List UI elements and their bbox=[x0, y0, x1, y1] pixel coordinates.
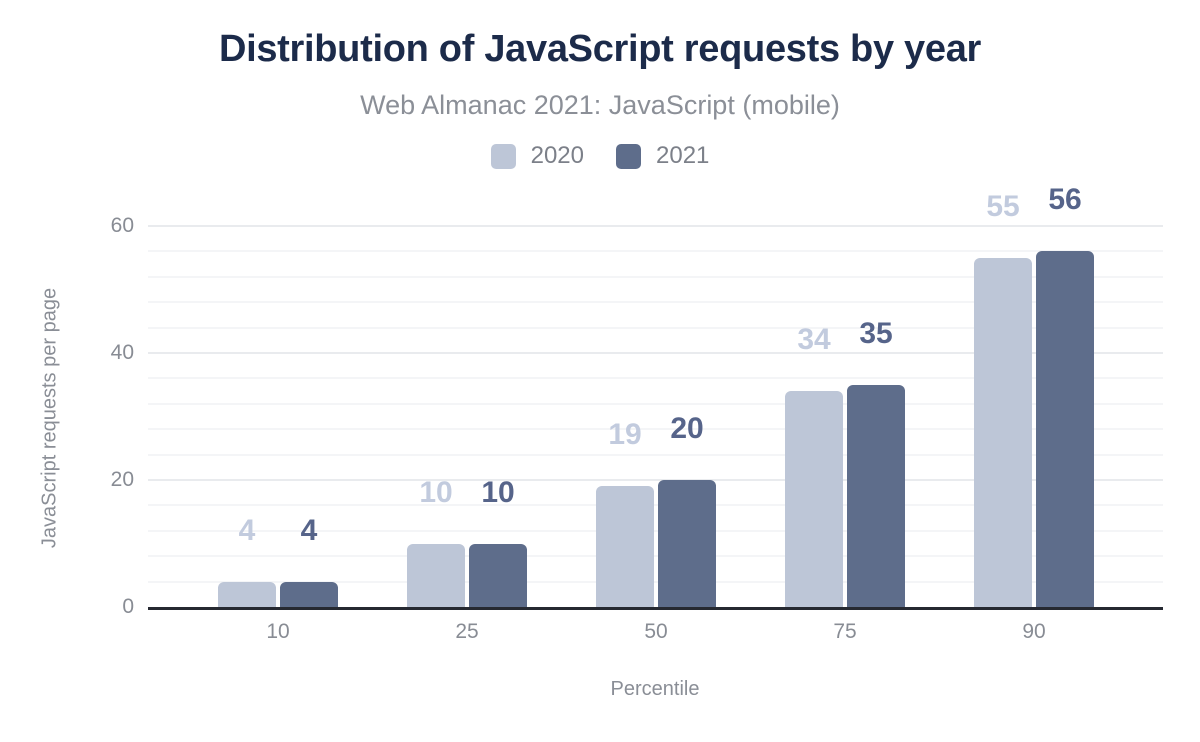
minor-gridline bbox=[148, 301, 1163, 304]
major-gridline bbox=[148, 479, 1163, 481]
bar-value-label-2021-p10: 4 bbox=[300, 513, 318, 547]
minor-gridline bbox=[148, 275, 1163, 278]
bar-2021-p75 bbox=[847, 384, 905, 607]
x-tick-label-75: 75 bbox=[833, 620, 857, 643]
x-axis-line bbox=[148, 607, 1163, 610]
major-gridline bbox=[148, 352, 1163, 354]
bar-value-label-2020-p90: 55 bbox=[986, 189, 1020, 223]
bar-2021-p90 bbox=[1036, 251, 1094, 607]
chart-title: Distribution of JavaScript requests by y… bbox=[218, 28, 982, 70]
legend-swatch-icon bbox=[616, 143, 641, 169]
legend-swatch-icon bbox=[490, 143, 516, 169]
bar-value-label-2021-p75: 35 bbox=[859, 316, 893, 350]
minor-gridline bbox=[148, 250, 1163, 253]
x-tick-label-10: 10 bbox=[266, 620, 290, 643]
x-tick-label-50: 50 bbox=[644, 620, 668, 643]
minor-gridline bbox=[148, 402, 1163, 405]
bar-value-label-2020-p75: 34 bbox=[797, 323, 831, 357]
minor-gridline bbox=[148, 453, 1163, 456]
legend-item-2020: 2020 bbox=[490, 142, 584, 170]
bar-value-label-2021-p25: 10 bbox=[481, 475, 515, 509]
minor-gridline bbox=[148, 326, 1163, 329]
y-tick-label: 20 bbox=[110, 468, 134, 491]
x-axis-title: Percentile bbox=[610, 678, 700, 700]
major-gridline bbox=[148, 225, 1163, 227]
minor-gridline bbox=[148, 428, 1163, 431]
bar-value-label-2021-p90: 56 bbox=[1048, 183, 1082, 217]
bar-2020-p25 bbox=[407, 543, 465, 607]
bar-2020-p10 bbox=[218, 581, 276, 607]
legend-item-2021: 2021 bbox=[616, 142, 709, 170]
minor-gridline bbox=[148, 555, 1163, 558]
y-tick-label: 0 bbox=[122, 595, 134, 618]
chart-legend: 2020 2021 bbox=[0, 142, 1200, 170]
minor-gridline bbox=[148, 377, 1163, 380]
legend-label: 2021 bbox=[656, 142, 710, 169]
bar-value-label-2020-p10: 4 bbox=[238, 513, 256, 547]
y-tick-label: 60 bbox=[110, 214, 134, 237]
bar-2020-p50 bbox=[596, 486, 654, 607]
minor-gridline bbox=[148, 504, 1163, 507]
y-tick-label: 40 bbox=[110, 341, 134, 364]
minor-gridline bbox=[148, 580, 1163, 583]
legend-label: 2020 bbox=[530, 142, 584, 169]
bar-2020-p90 bbox=[974, 257, 1032, 607]
bar-value-label-2020-p25: 10 bbox=[419, 475, 453, 509]
minor-gridline bbox=[148, 529, 1163, 532]
bar-value-label-2021-p50: 20 bbox=[670, 412, 704, 445]
bar-2021-p10 bbox=[280, 581, 338, 607]
x-tick-label-25: 25 bbox=[455, 620, 479, 643]
chart-subtitle: Web Almanac 2021: JavaScript (mobile) bbox=[360, 90, 840, 120]
bar-2021-p50 bbox=[658, 480, 716, 607]
y-axis-title-text: JavaScript requests per page bbox=[38, 287, 61, 549]
x-tick-label-90: 90 bbox=[1022, 620, 1046, 643]
bar-2020-p75 bbox=[785, 391, 843, 607]
bar-value-label-2020-p50: 19 bbox=[608, 418, 642, 452]
bar-2021-p25 bbox=[469, 543, 527, 607]
